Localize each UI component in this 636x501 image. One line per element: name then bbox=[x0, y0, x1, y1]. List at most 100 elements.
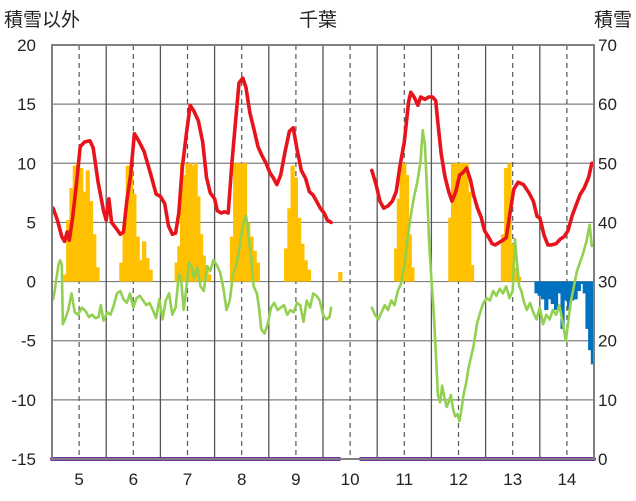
bar-snowfall bbox=[145, 257, 150, 282]
x-tick-label: 11 bbox=[395, 470, 413, 489]
chart-title: 千葉 bbox=[299, 9, 337, 31]
bar-snowfall bbox=[179, 163, 185, 282]
series-line bbox=[370, 90, 594, 247]
bar-snow-depth bbox=[585, 281, 590, 329]
bar-snow-depth bbox=[550, 281, 555, 305]
bar-snowfall bbox=[287, 208, 292, 282]
bar-snowfall bbox=[185, 163, 190, 282]
bar-snow-depth bbox=[547, 281, 552, 300]
bar-snowfall bbox=[129, 168, 134, 282]
series-line bbox=[51, 214, 333, 335]
bar-snowfall bbox=[402, 163, 407, 282]
bar-snowfall bbox=[500, 234, 506, 282]
y-right-tick-label: 60 bbox=[598, 95, 617, 114]
bar-snow-depth bbox=[537, 281, 542, 296]
x-tick-label: 7 bbox=[183, 470, 192, 489]
bar-snowfall bbox=[88, 201, 94, 282]
right-axis-label: 積雪 bbox=[594, 9, 632, 31]
bar-snowfall bbox=[236, 163, 241, 282]
bar-snowfall bbox=[196, 196, 201, 282]
y-left-tick-label: 5 bbox=[27, 213, 36, 232]
bar-snowfall bbox=[193, 163, 198, 282]
bar-snowfall bbox=[300, 243, 305, 282]
bar-snow-depth bbox=[582, 281, 587, 294]
bar-snow-depth bbox=[588, 281, 593, 351]
y-left-tick-label: -15 bbox=[11, 450, 36, 469]
bar-snowfall bbox=[404, 175, 410, 282]
y-right-tick-label: 20 bbox=[598, 332, 617, 351]
y-left-tick-label: 10 bbox=[17, 154, 36, 173]
bar-snowfall bbox=[246, 222, 251, 282]
bar-snowfall bbox=[122, 222, 127, 282]
bar-snow-depth bbox=[544, 281, 549, 310]
bar-snowfall bbox=[174, 262, 179, 282]
grid bbox=[52, 44, 594, 460]
y-right-tick-label: 0 bbox=[598, 450, 607, 469]
bar-snowfall bbox=[182, 175, 187, 282]
bar-snow-depth bbox=[540, 281, 546, 300]
bar-snowfall bbox=[138, 260, 143, 282]
y-left-tick-label: 0 bbox=[27, 273, 36, 292]
bar-snowfall bbox=[467, 191, 472, 282]
bar-snowfall bbox=[293, 177, 298, 282]
bar-snowfall bbox=[92, 234, 97, 282]
series-line bbox=[51, 76, 333, 244]
bar-snowfall bbox=[469, 265, 475, 282]
series-line bbox=[370, 128, 594, 423]
bar-snowfall bbox=[72, 165, 77, 282]
y-right-tick-label: 30 bbox=[598, 273, 617, 292]
x-tick-label: 10 bbox=[341, 470, 360, 489]
bar-snowfall bbox=[125, 165, 130, 282]
bar-snowfall bbox=[188, 163, 193, 282]
bar-snowfall bbox=[198, 234, 204, 282]
x-tick-label: 12 bbox=[449, 470, 468, 489]
bar-snowfall bbox=[394, 248, 399, 282]
plot-frame bbox=[51, 44, 595, 460]
bar-snowfall bbox=[190, 165, 196, 282]
y-right-tick-label: 10 bbox=[598, 391, 617, 410]
bar-snow-depth bbox=[566, 281, 572, 310]
bar-snowfall bbox=[448, 217, 453, 282]
bar-snowfall bbox=[513, 267, 519, 282]
left-axis-label: 積雪以外 bbox=[4, 9, 80, 31]
bar-snowfall bbox=[464, 163, 469, 282]
bar-snowfall bbox=[461, 163, 467, 282]
y-right-tick-label: 40 bbox=[598, 213, 617, 232]
bar-snowfall bbox=[306, 269, 312, 282]
bar-snowfall bbox=[290, 165, 295, 282]
bar-snowfall bbox=[459, 163, 464, 282]
bar-snowfall bbox=[252, 250, 257, 282]
bar-snow-depth bbox=[573, 281, 578, 300]
x-tick-label: 14 bbox=[557, 470, 576, 489]
bar-snowfall bbox=[95, 267, 100, 282]
bar-snow-depth bbox=[553, 281, 559, 310]
bar-snowfall bbox=[229, 236, 235, 282]
bar-snowfall bbox=[75, 163, 81, 282]
y-left-tick-label: 20 bbox=[17, 36, 36, 55]
bar-snowfall bbox=[410, 267, 415, 282]
bar-snowfall bbox=[396, 198, 401, 282]
bar-snowfall bbox=[82, 191, 87, 282]
bar-snow-depth bbox=[563, 281, 568, 301]
bars bbox=[63, 163, 596, 365]
x-tick-label: 8 bbox=[237, 470, 246, 489]
bar-snowfall bbox=[201, 255, 206, 282]
y-left-tick-label: -5 bbox=[21, 332, 36, 351]
bar-snowfall bbox=[284, 248, 289, 282]
bar-snowfall bbox=[450, 163, 456, 282]
bar-snowfall bbox=[456, 163, 461, 282]
y-left-tick-label: 15 bbox=[17, 95, 36, 114]
x-tick-label: 9 bbox=[291, 470, 300, 489]
bar-snowfall bbox=[132, 194, 137, 282]
y-right-tick-label: 70 bbox=[598, 36, 617, 55]
bar-snowfall bbox=[66, 220, 71, 282]
bar-snowfall bbox=[63, 274, 68, 282]
bar-snowfall bbox=[297, 217, 302, 282]
bar-snowfall bbox=[119, 262, 124, 282]
bar-snowfall bbox=[233, 163, 238, 282]
bar-snow-depth bbox=[579, 281, 585, 284]
bar-snowfall bbox=[407, 234, 412, 282]
bar-snow-depth bbox=[576, 281, 581, 292]
x-tick-label: 5 bbox=[74, 470, 83, 489]
